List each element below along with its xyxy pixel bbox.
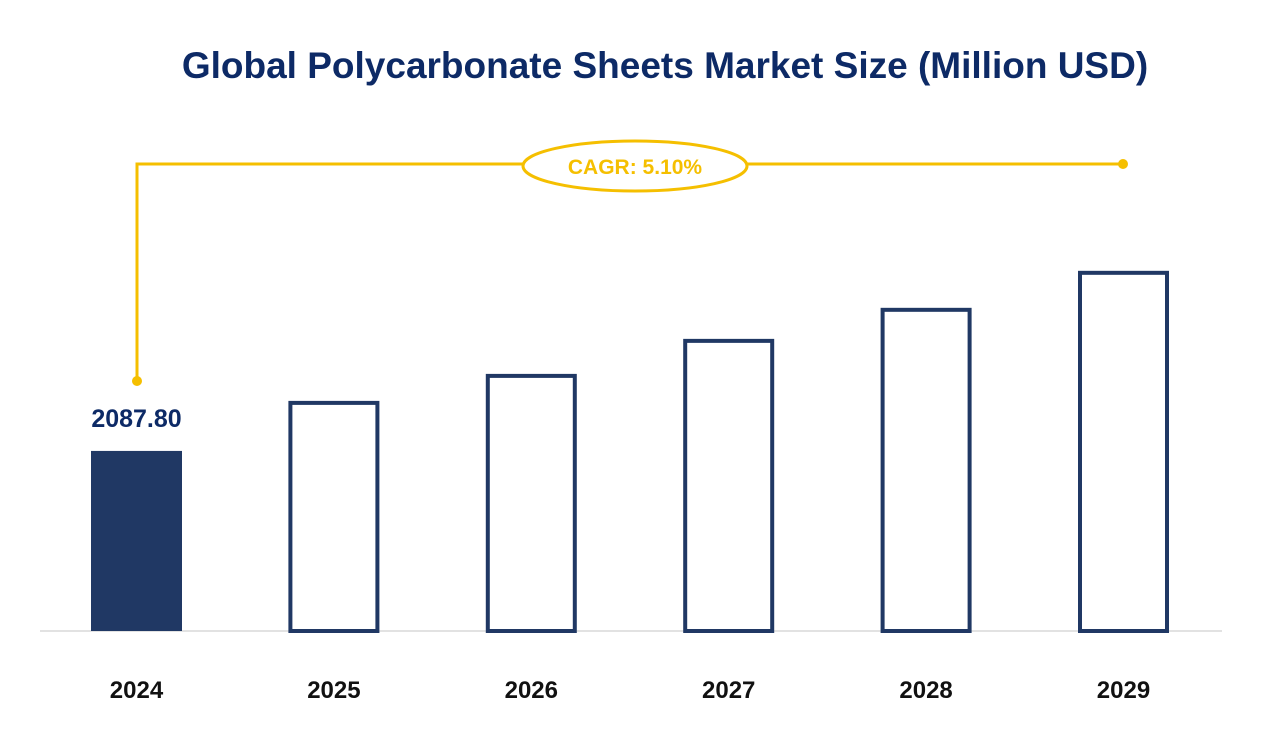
bar-2026 — [485, 373, 577, 633]
x-tick-label: 2028 — [899, 677, 952, 704]
x-tick-label: 2026 — [505, 677, 558, 704]
bar-2025 — [288, 400, 380, 633]
bar-2029 — [1078, 270, 1169, 633]
cagr-end-dot — [1118, 159, 1128, 169]
data-label: 2087.80 — [91, 405, 181, 433]
cagr-ellipse — [521, 139, 749, 193]
x-tick-label: 2024 — [110, 677, 164, 704]
chart-title: Global Polycarbonate Sheets Market Size … — [182, 45, 1148, 86]
bar-2027 — [683, 338, 775, 633]
bar-2024 — [91, 450, 182, 631]
cagr-start-dot — [132, 376, 142, 386]
cagr-annotation: CAGR: 5.10% — [132, 139, 1128, 386]
x-tick-label: 2029 — [1097, 677, 1150, 704]
x-tick-label: 2027 — [702, 677, 755, 704]
x-tick-label: 2025 — [307, 677, 360, 704]
cagr-label: CAGR: 5.10% — [568, 156, 703, 179]
cagr-bracket-line — [135, 162, 523, 381]
bar-2028 — [880, 307, 972, 633]
